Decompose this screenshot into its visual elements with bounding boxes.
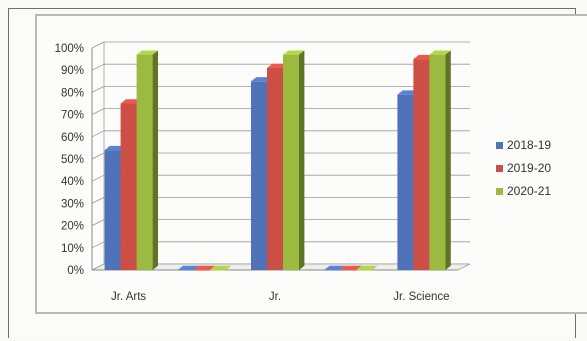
gridline-depth <box>91 219 105 226</box>
legend-label: 2018-19 <box>507 138 551 152</box>
y-tick-label: 70% <box>61 110 84 122</box>
gridline-depth <box>91 241 105 249</box>
bar-2020-21-top <box>283 50 305 55</box>
gridline-depth <box>91 41 105 49</box>
bar-2020-21-side <box>299 50 305 271</box>
bar-2020-21-top <box>429 50 451 55</box>
bar-2020-21-top <box>209 265 232 270</box>
x-tick-label: Jr. Science <box>393 291 449 303</box>
y-tick-label: 50% <box>61 154 84 166</box>
bar-2020-21-front <box>356 270 373 271</box>
legend-label: 2019-20 <box>507 161 551 175</box>
bar-2020-21-front <box>283 54 299 270</box>
y-tick-label: 0% <box>67 265 84 277</box>
legend-swatch-2018-19 <box>496 142 503 149</box>
bar-2018-19-front <box>251 81 267 270</box>
bar-2020-21-front <box>209 270 226 271</box>
gridline-depth <box>91 108 105 115</box>
y-tick-label: 20% <box>61 221 84 233</box>
bar-2019-20-top <box>340 265 362 270</box>
bar-2019-20-front <box>340 270 357 271</box>
gridline-depth <box>91 130 105 138</box>
gridline-depth <box>91 86 105 93</box>
y-tick-label: 40% <box>61 176 84 188</box>
bar-2018-19-front <box>104 150 121 270</box>
bar-2020-21-side <box>445 50 451 271</box>
gridline-depth <box>91 197 105 204</box>
bar-2019-20-front <box>413 59 430 270</box>
y-tick-label: 60% <box>61 132 84 144</box>
legend-swatch-2019-20 <box>496 165 503 172</box>
bar-2020-21-front <box>429 54 446 270</box>
bar-2020-21-top <box>136 50 158 55</box>
bar-2020-21-front <box>136 54 153 270</box>
y-tick-label: 80% <box>61 87 84 99</box>
x-tick-label: Jr. <box>269 291 281 303</box>
bar-2018-19-front <box>177 270 194 271</box>
bar-2018-19-top <box>324 265 346 270</box>
bar-2019-20-front <box>267 67 283 270</box>
y-tick-label: 10% <box>61 243 84 255</box>
bar-2019-20-top <box>193 265 216 270</box>
y-tick-label: 30% <box>61 198 84 210</box>
legend-label: 2020-21 <box>507 184 551 198</box>
bar-2019-20-front <box>120 103 137 270</box>
x-tick-label: Jr. Arts <box>111 291 146 303</box>
y-tick-label: 90% <box>61 65 84 77</box>
gridline-depth <box>91 63 105 71</box>
gridline-depth <box>91 152 105 160</box>
bar-2020-21-top <box>356 265 378 270</box>
legend-swatch-2020-21 <box>496 188 503 195</box>
y-tick-label: 100% <box>55 43 84 55</box>
bar-2018-19-front <box>324 270 341 271</box>
bar-2018-19-front <box>397 94 414 271</box>
bar-2018-19-top <box>177 265 200 270</box>
bar-2019-20-front <box>193 270 210 271</box>
bar-2020-21-side <box>152 50 158 271</box>
gridline-depth <box>91 174 105 182</box>
